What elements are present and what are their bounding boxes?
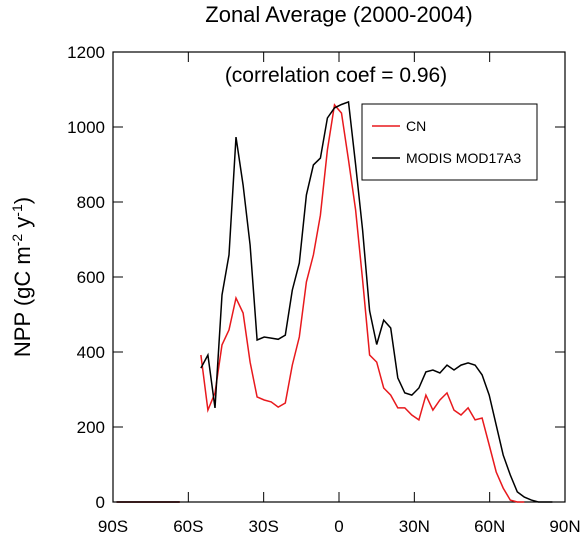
y-label-sup: -1 bbox=[9, 204, 25, 217]
y-tick-label: 600 bbox=[77, 268, 105, 287]
x-tick-label: 90N bbox=[549, 517, 580, 536]
y-tick-label: 0 bbox=[96, 493, 105, 512]
x-tick-label: 30S bbox=[249, 517, 279, 536]
legend-box bbox=[361, 103, 538, 181]
y-tick-label: 200 bbox=[77, 418, 105, 437]
x-tick-label: 30N bbox=[399, 517, 430, 536]
y-label-part: ) bbox=[10, 197, 35, 204]
y-label-sup: -2 bbox=[9, 234, 25, 247]
y-tick-label: 1000 bbox=[67, 118, 105, 137]
y-label-part: NPP (gC m bbox=[10, 246, 35, 357]
legend-label: MODIS MOD17A3 bbox=[406, 150, 521, 166]
x-tick-label: 60S bbox=[173, 517, 203, 536]
data-line bbox=[116, 100, 553, 503]
y-tick-label: 1200 bbox=[67, 43, 105, 62]
x-tick-label: 0 bbox=[334, 517, 343, 536]
x-tick-label: 60N bbox=[474, 517, 505, 536]
y-tick-label: 800 bbox=[77, 193, 105, 212]
x-tick-label: 90S bbox=[98, 517, 128, 536]
annotation: (correlation coef = 0.96) bbox=[225, 64, 447, 87]
y-axis-label: NPP (gC m-2 y-1) bbox=[9, 197, 35, 357]
legend-label: CN bbox=[406, 118, 426, 134]
y-tick-label: 400 bbox=[77, 343, 105, 362]
y-label-part: y bbox=[10, 217, 35, 234]
chart-title: Zonal Average (2000-2004) bbox=[205, 2, 472, 27]
